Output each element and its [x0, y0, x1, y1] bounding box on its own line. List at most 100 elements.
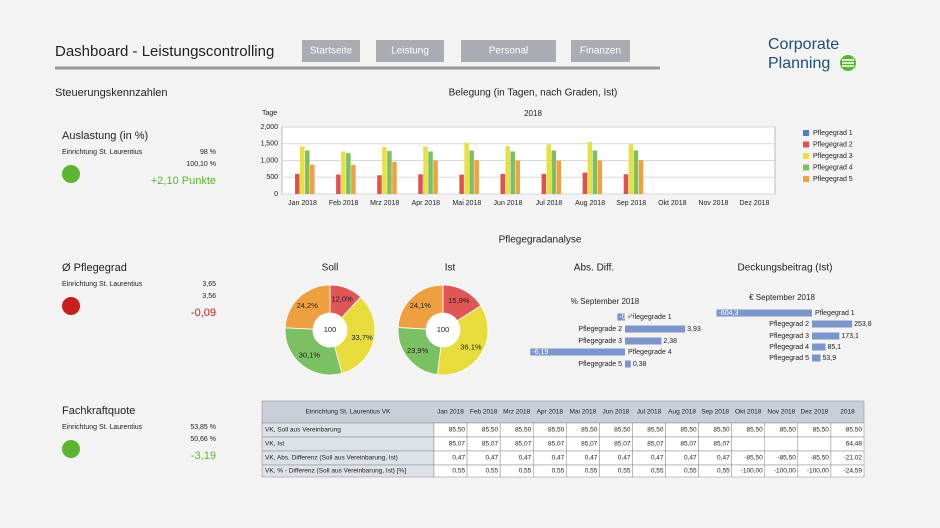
chart-subtitle: 2018: [524, 109, 542, 118]
table-cell: 85,07: [515, 441, 532, 448]
bar: [625, 360, 631, 368]
nav-button-label: Personal: [489, 46, 528, 57]
table-cell: 0,55: [585, 468, 598, 475]
table-cell: 0,55: [485, 468, 498, 475]
slice-label: 15,9%: [448, 296, 470, 305]
chart-title: Belegung (in Tagen, nach Graden, Ist): [449, 88, 618, 99]
table-cell: 0,47: [552, 455, 565, 462]
table-cell: 85,07: [680, 441, 697, 448]
table-cell: 85,07: [548, 441, 565, 448]
legend-swatch: [803, 141, 809, 148]
table-cell: 85,07: [482, 441, 499, 448]
nav-button[interactable]: [461, 40, 556, 62]
bar: [474, 160, 479, 194]
kpi-ist: 100,10 %: [186, 161, 216, 168]
bar: [638, 160, 644, 194]
bar: [812, 320, 853, 328]
bar: [464, 142, 469, 194]
bar: [546, 144, 552, 194]
bar: [423, 146, 428, 194]
table-cell: -100,00: [774, 468, 796, 475]
table-header: Sep 2018: [701, 409, 729, 416]
kpi-title: Fachkraftquote: [62, 405, 135, 417]
bar: [625, 337, 662, 345]
table-cell: 0,47: [651, 455, 664, 462]
x-tick-label: Mrz 2018: [370, 200, 399, 207]
kpi-diff: -0,09: [191, 307, 216, 319]
bar: [351, 164, 356, 194]
table-row-label-bg: [261, 436, 435, 452]
value-label: -6,19: [532, 349, 548, 356]
table-cell: 0,47: [519, 455, 532, 462]
nav-button[interactable]: [376, 40, 444, 62]
donut-hole: [426, 313, 460, 347]
logo-text: Corporate: [768, 36, 839, 53]
slice-label: 30,1%: [299, 351, 321, 360]
nav-button[interactable]: [571, 40, 630, 62]
bar: [295, 173, 300, 194]
slice-label: 33,7%: [351, 333, 373, 342]
table-cell: 0,55: [717, 468, 730, 475]
nav-button[interactable]: [302, 40, 360, 62]
bar: [556, 160, 562, 194]
value-label: -604,3: [719, 310, 739, 317]
bar: [551, 150, 557, 194]
bar: [530, 348, 625, 356]
slice-label: 36,1%: [460, 343, 482, 352]
slice-label: 24,2%: [297, 301, 319, 310]
table-cell: -21,02: [844, 455, 863, 462]
kpi-soll: 98 %: [200, 149, 216, 156]
table-row-label: VK, % - Differenz (Soll aus Vereinbarung…: [265, 468, 406, 475]
chart-title: Abs. Diff.: [574, 263, 614, 274]
table-header: Einrichtung St. Laurentius VK: [306, 409, 392, 416]
table-cell: 85,50: [482, 427, 499, 434]
table-cell: -24,59: [844, 468, 863, 475]
table-header: Dez 2018: [800, 409, 828, 416]
table-cell: 85,50: [746, 427, 763, 434]
value-label: 2,38: [663, 338, 677, 345]
table-cell: 0,55: [452, 468, 465, 475]
table-cell: 0,47: [684, 455, 697, 462]
table-cell: -85,50: [744, 455, 763, 462]
bar: [628, 144, 634, 194]
x-tick-label: Dez 2018: [739, 200, 769, 207]
bar: [812, 332, 840, 340]
donut-title: Ist: [445, 263, 456, 274]
bar: [716, 309, 812, 317]
nav-button-label: Leistung: [391, 46, 429, 57]
table-cell: 0,47: [485, 455, 498, 462]
donut-title: Soll: [322, 263, 339, 274]
bar: [428, 151, 433, 194]
category-label: Pflegegrad 4: [769, 344, 809, 351]
value-label: 53,9: [823, 355, 837, 362]
table-cell: 85,50: [647, 427, 664, 434]
bar: [469, 150, 474, 194]
bar: [541, 173, 547, 194]
bar: [587, 142, 593, 194]
section-title: Steuerungskennzahlen: [55, 87, 168, 99]
table-cell: 85,50: [581, 427, 598, 434]
x-tick-label: Nov 2018: [698, 200, 728, 207]
table-cell: 0,47: [452, 455, 465, 462]
page-title: Dashboard - Leistungscontrolling: [55, 43, 274, 60]
table-cell: 85,50: [813, 427, 830, 434]
legend-swatch: [803, 153, 809, 159]
table-cell-bg: [764, 436, 799, 452]
table-cell: 85,50: [680, 427, 697, 434]
legend-label: Pflegegrad 1: [813, 130, 853, 137]
kpi-unit: Einrichtung St. Laurentius: [62, 424, 143, 431]
table-row-label: VK, Soll aus Vereinbarung: [265, 427, 341, 434]
bar: [346, 153, 351, 194]
table-cell: 85,50: [515, 427, 532, 434]
table-cell-bg: [731, 436, 766, 452]
kpi-ist: 3,56: [202, 293, 216, 300]
value-label: 0,38: [633, 361, 647, 368]
table-cell: 85,07: [614, 441, 631, 448]
bar: [623, 174, 629, 194]
legend-swatch: [803, 176, 809, 182]
bar: [433, 160, 438, 194]
kpi-soll: 53,85 %: [190, 424, 216, 431]
legend-label: Pflegegrad 5: [813, 176, 853, 183]
bar: [500, 173, 505, 194]
